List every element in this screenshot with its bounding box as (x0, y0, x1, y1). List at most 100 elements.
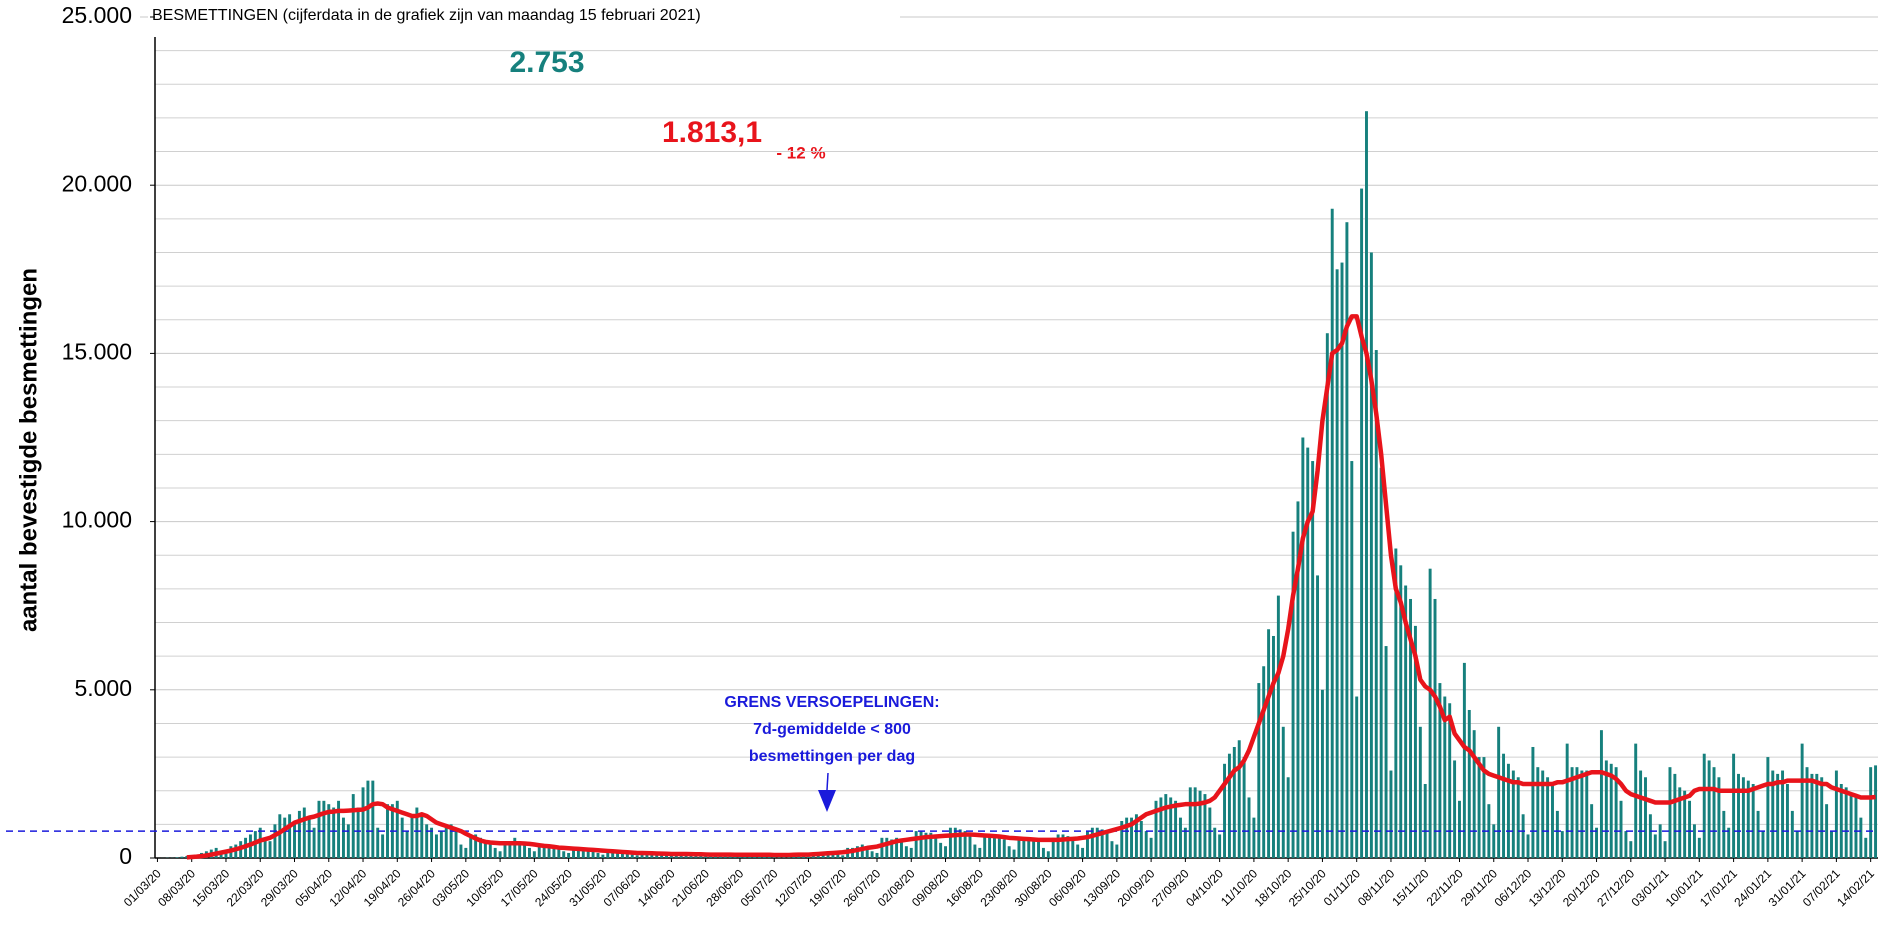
bar (1766, 757, 1770, 858)
bar (1027, 837, 1031, 858)
bar (669, 855, 673, 858)
bar (635, 855, 639, 858)
bar (1511, 770, 1515, 858)
bar (1169, 797, 1173, 858)
bar (1286, 777, 1290, 858)
bar (630, 854, 634, 858)
highlight-cases: 2.753 (509, 46, 584, 79)
bar (1291, 531, 1295, 858)
bar (1741, 777, 1745, 858)
bar (1604, 760, 1608, 858)
bar (537, 844, 541, 858)
bar (1536, 767, 1540, 858)
bar (1252, 817, 1256, 858)
bar (523, 844, 527, 858)
bar (1751, 783, 1755, 858)
bar (1820, 777, 1824, 858)
bar (1198, 790, 1202, 858)
bar (1678, 787, 1682, 858)
bar (924, 832, 928, 858)
bar (1830, 831, 1833, 858)
bar (1090, 827, 1094, 858)
highlight-average: 1.813,1 (662, 116, 762, 149)
bar (1262, 666, 1266, 858)
bar (1105, 831, 1109, 858)
bar (302, 807, 306, 858)
bar (1394, 548, 1398, 858)
bar (1756, 810, 1760, 858)
bar (410, 817, 414, 858)
bar (1125, 817, 1129, 858)
bar (1247, 797, 1251, 858)
bar (552, 847, 556, 858)
bar (1712, 767, 1716, 858)
bar (415, 807, 419, 858)
bar (1506, 763, 1510, 858)
bar (1619, 800, 1623, 858)
bar (332, 807, 336, 858)
bar (875, 852, 879, 858)
bar (1854, 797, 1858, 858)
bar (434, 834, 438, 858)
bar (1771, 770, 1775, 858)
bar (1404, 585, 1408, 858)
bar (1374, 350, 1378, 858)
bar (386, 804, 389, 858)
bar (665, 855, 668, 858)
bar (1066, 836, 1070, 858)
bar (572, 847, 575, 858)
bar (860, 844, 864, 858)
bar (1056, 834, 1060, 858)
bar (929, 832, 933, 858)
bar (1115, 844, 1119, 858)
bar (939, 842, 943, 858)
bar (1355, 696, 1359, 858)
bar (395, 800, 399, 858)
bar (1213, 827, 1217, 858)
bar (1443, 696, 1447, 858)
bar (1732, 753, 1736, 858)
bar (1227, 753, 1231, 858)
bar (1624, 831, 1628, 858)
bar (1805, 767, 1809, 858)
bar (297, 810, 301, 858)
bar (625, 852, 629, 858)
bar (503, 841, 507, 858)
bar (1301, 437, 1305, 858)
bar (430, 827, 434, 858)
bar (1776, 773, 1780, 858)
bar (1130, 817, 1133, 858)
bar (1325, 333, 1329, 858)
bar (376, 827, 380, 858)
bar (1183, 827, 1187, 858)
bar (341, 817, 345, 858)
bar (1076, 844, 1080, 858)
bar (1418, 726, 1422, 858)
bar (914, 831, 918, 858)
bar (1409, 598, 1413, 858)
bar (1046, 851, 1050, 858)
bar (1526, 834, 1530, 858)
bar (1746, 780, 1750, 858)
bar (1159, 797, 1163, 858)
bar (1658, 824, 1662, 858)
bar (1874, 765, 1878, 858)
bar (1223, 763, 1227, 858)
bar (1120, 820, 1124, 858)
bar (361, 787, 365, 858)
bar (1565, 743, 1569, 858)
bar (1203, 794, 1207, 858)
bar (1634, 743, 1638, 858)
bar (836, 853, 840, 858)
bar (1242, 757, 1246, 858)
bar (1595, 827, 1599, 858)
bar (351, 794, 355, 858)
bar (1428, 568, 1432, 858)
chart-title: BESMETTINGEN (cijferdata in de grafiek z… (152, 7, 701, 24)
bar (288, 814, 292, 858)
bar (1497, 726, 1501, 858)
bar (283, 817, 287, 858)
bar (1335, 269, 1339, 858)
bar (802, 855, 806, 858)
